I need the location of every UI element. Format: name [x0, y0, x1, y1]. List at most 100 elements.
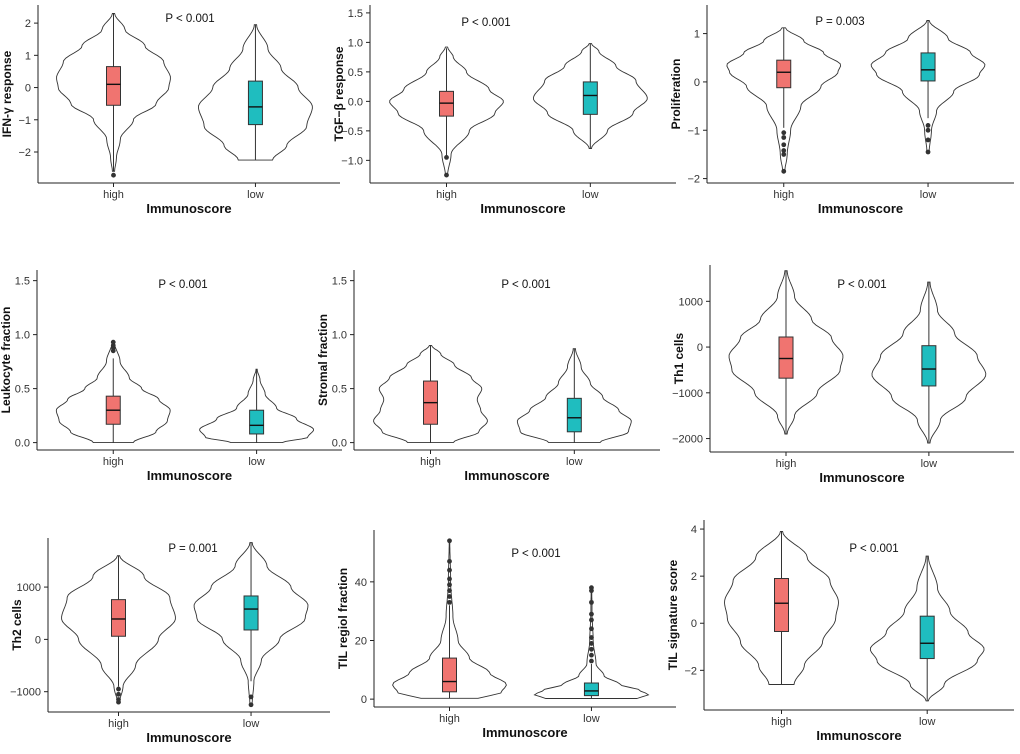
x-axis-title: Immunoscore	[819, 470, 904, 485]
x-axis-title: Immunoscore	[146, 730, 231, 745]
y-tick-label: 0	[35, 634, 41, 646]
violin-low	[198, 24, 313, 161]
outlier-point	[589, 646, 594, 652]
x-tick-label-high: high	[420, 456, 441, 468]
y-tick-label: 1.0	[332, 330, 347, 342]
outlier-point	[589, 658, 594, 664]
y-tick-label: 2	[25, 18, 31, 30]
y-tick-label: 1	[694, 29, 700, 41]
x-tick-label-low: low	[921, 458, 938, 470]
x-tick-label-low: low	[920, 189, 937, 201]
y-tick-label: 1.5	[348, 8, 363, 20]
x-tick-label-high: high	[771, 716, 792, 728]
x-axis-title: Immunoscore	[146, 201, 231, 216]
outlier-point	[781, 168, 787, 174]
outlier-point	[781, 148, 787, 153]
violin-low	[870, 20, 986, 153]
outlier-point	[589, 585, 594, 591]
panel-tilsig: −2 0 2 4 high low Immunoscore TIL signature sco…	[666, 520, 1014, 743]
y-axis-title: Stromal fraction	[316, 314, 330, 406]
outlier-point	[444, 155, 449, 160]
box-low	[566, 397, 582, 433]
y-tick-label: 1.0	[348, 37, 363, 49]
outlier-point	[925, 149, 931, 155]
box-low	[249, 409, 265, 435]
p-value-label: P < 0.001	[501, 279, 550, 291]
outlier-point	[248, 702, 254, 708]
x-tick-label-low: low	[582, 189, 599, 201]
p-value-label: P = 0.003	[815, 16, 864, 28]
y-axis-title: Th1 cells	[672, 332, 686, 384]
box-low	[583, 682, 599, 697]
panel-til: 0 20 40 high low Immunoscore TIL regiol fracti…	[336, 530, 676, 740]
violin-low	[532, 43, 648, 150]
outlier-point	[116, 699, 121, 705]
violin-low	[199, 368, 314, 444]
x-tick-label-high: high	[103, 189, 124, 201]
violin-high	[56, 12, 171, 172]
y-tick-label: 0	[361, 694, 367, 706]
outlier-point	[925, 123, 931, 128]
p-value-label: P < 0.001	[849, 543, 898, 555]
y-tick-label: −1	[18, 115, 31, 127]
box-high	[778, 336, 794, 379]
p-value-label: P < 0.001	[165, 13, 214, 25]
x-axis-title: Immunoscore	[482, 725, 567, 740]
y-tick-label: −1	[687, 125, 700, 137]
y-tick-label: −2	[684, 665, 697, 677]
y-axis-title: Leukocyte fraction	[0, 307, 13, 414]
y-tick-label: 1000	[17, 582, 41, 594]
outlier-point	[447, 594, 452, 599]
y-axis-title: IFN-γ response	[0, 50, 14, 137]
violin-high	[724, 530, 839, 685]
outlier-point	[116, 691, 121, 697]
outlier-point	[589, 617, 594, 623]
x-axis-title: Immunoscore	[147, 468, 232, 483]
y-tick-label: 0.0	[348, 96, 363, 108]
box-low	[921, 345, 937, 387]
y-tick-label: 1.5	[15, 276, 30, 288]
y-tick-label: 0.5	[15, 384, 30, 396]
violin-low	[871, 281, 987, 444]
violin-high	[728, 270, 844, 435]
y-tick-label: 1.0	[15, 330, 30, 342]
x-tick-label-low: low	[243, 718, 260, 730]
box-low	[920, 52, 936, 82]
outlier-point	[447, 576, 452, 582]
y-axis-title: Th2 cells	[10, 599, 24, 651]
y-tick-label: 20	[355, 635, 367, 647]
p-value-label: P = 0.001	[168, 543, 217, 555]
x-axis-title: Immunoscore	[816, 728, 901, 743]
y-tick-label: 4	[691, 524, 697, 536]
outlier-point	[925, 127, 931, 133]
x-axis-title: Immunoscore	[480, 201, 565, 216]
y-tick-label: 0	[697, 342, 703, 354]
y-tick-label: 0.0	[332, 438, 347, 450]
p-value-label: P < 0.001	[158, 279, 207, 291]
y-tick-label: −1000	[10, 687, 41, 699]
y-tick-label: −0.5	[341, 126, 363, 138]
outlier-point	[589, 611, 594, 617]
panel-prolif: −2 −1 0 1 high low Immunoscore Proliferation P =…	[669, 5, 1014, 216]
violin-low	[193, 542, 309, 706]
box-low	[243, 595, 259, 631]
panel-th1: −2000 −1000 0 1000 high low Immunoscore Th1 cel…	[672, 265, 1014, 485]
y-axis-title: TGF−β response	[332, 46, 346, 141]
x-tick-label-low: low	[248, 456, 265, 468]
outlier-point	[781, 130, 787, 136]
outlier-point	[447, 567, 452, 573]
x-tick-label-low: low	[566, 456, 583, 468]
x-axis-title: Immunoscore	[818, 201, 903, 216]
y-tick-label: 1	[25, 50, 31, 62]
box-high	[442, 657, 457, 693]
violin-low	[516, 348, 632, 444]
box-high	[774, 578, 789, 632]
x-tick-label-high: high	[773, 189, 794, 201]
x-tick-label-low: low	[583, 713, 600, 725]
y-tick-label: 2	[691, 571, 697, 583]
y-axis-title: TIL regiol fraction	[336, 568, 350, 669]
y-tick-label: 0	[694, 77, 700, 89]
outlier-point	[589, 652, 594, 658]
y-tick-label: 0.5	[348, 67, 363, 79]
